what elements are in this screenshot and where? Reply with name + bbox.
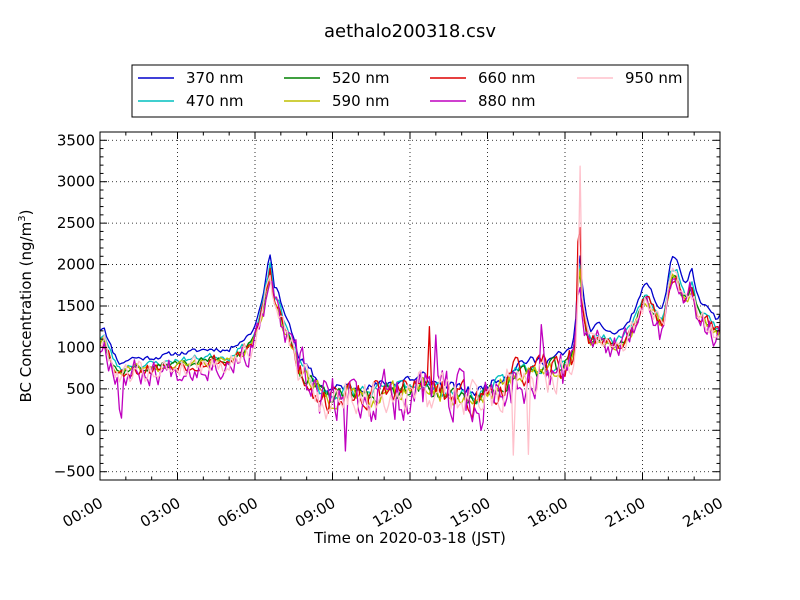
- x-tick-label: 21:00: [602, 494, 648, 531]
- legend-label: 590 nm: [332, 92, 390, 110]
- legend-label: 950 nm: [625, 69, 683, 87]
- x-tick-label: 18:00: [525, 494, 571, 531]
- series-line: [99, 254, 721, 396]
- y-tick-label: 1500: [57, 297, 95, 315]
- y-axis-title: BC Concentration (ng/m3): [17, 210, 35, 403]
- y-tick-label: 500: [66, 380, 95, 398]
- legend-label: 880 nm: [478, 92, 536, 110]
- y-tick-label: 3000: [57, 173, 95, 191]
- x-tick-label: 12:00: [370, 494, 416, 531]
- y-tick-label: 2500: [57, 214, 95, 232]
- x-axis-title: Time on 2020-03-18 (JST): [313, 529, 506, 547]
- legend-box: [131, 64, 689, 118]
- y-tick-label: 1000: [57, 338, 95, 356]
- legend-label: 370 nm: [186, 69, 244, 87]
- y-tick-label: 2000: [57, 256, 95, 274]
- legend-label: 520 nm: [332, 69, 390, 87]
- series-layer: [99, 165, 721, 456]
- y-tick-label: 0: [85, 421, 95, 439]
- legend-label: 660 nm: [478, 69, 536, 87]
- series-line: [99, 262, 721, 405]
- series-line: [99, 278, 721, 452]
- y-axis-title-superscript: 3: [17, 215, 28, 221]
- x-tick-label: 24:00: [680, 494, 726, 531]
- x-tick-label: 15:00: [447, 494, 493, 531]
- x-tick-label: 06:00: [215, 494, 261, 531]
- legend: 370 nm 470 nm 520 nm 590 nm 660 nm 880 nm 950 …: [131, 64, 689, 118]
- grid: [100, 132, 720, 480]
- y-tick-label: 3500: [57, 131, 95, 149]
- x-tick-label: 03:00: [137, 494, 183, 531]
- x-tick-label: 09:00: [292, 494, 338, 531]
- x-tick-label: 00:00: [60, 494, 106, 531]
- y-tick-label: −500: [54, 463, 95, 481]
- series-line: [99, 165, 721, 456]
- legend-label: 470 nm: [186, 92, 244, 110]
- chart-title: aethalo200318.csv: [324, 21, 496, 42]
